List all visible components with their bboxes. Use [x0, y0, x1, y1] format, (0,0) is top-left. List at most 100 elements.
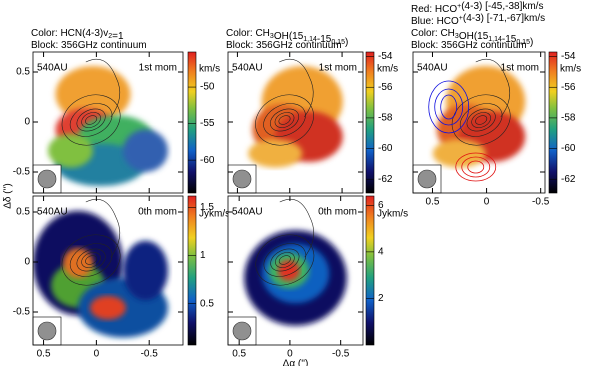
blue-contour	[434, 88, 464, 126]
moment-label: 1st mom	[319, 63, 357, 74]
beam	[37, 321, 57, 341]
contour	[76, 248, 106, 272]
x-tick-label: 0.5	[37, 349, 51, 360]
contour	[69, 103, 113, 137]
title-sub: 3	[270, 33, 274, 40]
contour	[85, 115, 98, 125]
title-sub: 2	[108, 33, 112, 40]
title-sub: 3	[455, 33, 459, 40]
title-text: Block: 356GHz continuum	[31, 40, 147, 51]
title-text: Color: HCN(4-3)v	[31, 28, 108, 39]
panel-title: Blue: HCO+(4-3) [-71,-67]km/s	[411, 13, 545, 27]
title-text: )	[530, 37, 533, 48]
x-tick-label: 0	[94, 349, 100, 360]
map-image	[48, 58, 168, 186]
panel: 0.5 0 -0.5 540AU 1st mom -54 -56 -58 -60 -62 km/s R…	[411, 1, 581, 208]
frame	[32, 195, 184, 346]
x-tick-label: 0	[484, 197, 490, 208]
panel-title: Color: HCN(4-3)v2=1	[31, 28, 124, 42]
map-image	[33, 198, 168, 338]
title-text: Blue: HCO	[411, 16, 459, 27]
title-text: Block: 356GHz continuum	[411, 40, 527, 51]
panel-title: Red: HCO+(4-3) [-45,-38]km/s	[411, 1, 543, 15]
emission	[63, 248, 93, 278]
panel-title: Block: 356GHz continuum	[411, 40, 527, 51]
x-tick-label: -0.5	[532, 197, 550, 208]
contour	[269, 108, 300, 132]
emission	[277, 260, 300, 281]
contour	[475, 115, 488, 125]
title-text: Color: CH	[411, 28, 455, 39]
map-image	[244, 198, 347, 326]
y-tick-label: 0.5	[16, 67, 30, 78]
y-tick-label: 0	[24, 117, 30, 128]
moment-label: 0th mom	[138, 207, 177, 218]
scale-label: 540AU	[232, 63, 263, 74]
title-sup: +	[457, 3, 461, 10]
map-image	[428, 58, 526, 182]
emission	[432, 139, 486, 168]
colorbar-tick-label: -56	[378, 82, 393, 93]
colorbar-tick-label: 1.5	[200, 202, 214, 213]
panel: 0.5 0 -0.5 540AU 1st mom -50 -55 -60 km/s Color: …	[13, 28, 220, 194]
colorbar-unit: km/s	[560, 64, 581, 75]
contour	[278, 115, 291, 125]
x-tick-label: 0.5	[426, 197, 440, 208]
panel: 0.5 0 -0.5 540AU 0th mom 6 4 2 Jykm/s Δα ('')	[227, 195, 408, 366]
scale-label: 540AU	[37, 63, 68, 74]
beam	[232, 169, 252, 189]
colorbar-tick-label: 1	[200, 250, 206, 261]
title-sub: 0,15	[331, 39, 345, 46]
colorbar	[365, 195, 375, 346]
colorbar-tick-label: 6	[378, 200, 384, 211]
scale-label: 540AU	[37, 207, 68, 218]
title-text: (4-3) [-45,-38]km/s	[461, 1, 543, 12]
colorbar	[187, 195, 197, 346]
contour	[274, 112, 295, 128]
contour	[279, 198, 315, 258]
y-tick-label: -0.5	[13, 307, 31, 318]
x-tick-label: -0.5	[141, 349, 159, 360]
colorbar-unit: km/s	[199, 64, 220, 75]
colorbar-unit: Jykm/s	[199, 209, 230, 220]
colorbar-tick-label: -62	[561, 174, 576, 185]
contour	[275, 252, 295, 268]
contour	[61, 94, 121, 146]
x-tick-label: 0.5	[232, 349, 246, 360]
blue-contour	[440, 94, 458, 120]
scale-label: 540AU	[232, 207, 263, 218]
panel-title: Block: 356GHz continuum	[31, 40, 147, 51]
colorbar	[365, 51, 375, 194]
colorbar-unit: km/s	[377, 64, 398, 75]
scale-label: 540AU	[417, 63, 448, 74]
contour	[279, 58, 314, 118]
title-text: OH(15	[459, 31, 489, 42]
emission	[123, 240, 168, 301]
contour	[471, 112, 491, 128]
contour	[255, 94, 314, 146]
x-tick-label: -0.5	[332, 349, 350, 360]
contour	[255, 234, 315, 286]
contour	[263, 103, 306, 137]
y-tick-label: 0.5	[16, 207, 30, 218]
title-sub: 1,14	[488, 36, 502, 43]
colorbar-tick-label: -54	[378, 51, 393, 62]
moment-label: 1st mom	[501, 63, 539, 74]
blue-contour	[428, 80, 470, 134]
contour	[451, 94, 511, 146]
title-text: =1	[112, 31, 124, 42]
moment-label: 0th mom	[318, 207, 357, 218]
title-text: Red: HCO	[411, 4, 457, 15]
title-text: (4-3) [-71,-67]km/s	[463, 13, 545, 24]
title-sub: 1,14	[303, 36, 317, 43]
y-tick-label: 0	[24, 257, 30, 268]
beam	[232, 321, 252, 341]
colorbar-tick-label: 0.5	[200, 298, 214, 309]
frame	[227, 195, 364, 346]
contour	[81, 252, 101, 268]
colorbar-tick-label: -60	[200, 155, 215, 166]
colorbar-tick-label: -54	[561, 51, 576, 62]
panel: 540AU 1st mom -54 -56 -58 -60 -62 km/s Color: CH…	[226, 28, 398, 194]
title-sub: 0,15	[516, 39, 530, 46]
